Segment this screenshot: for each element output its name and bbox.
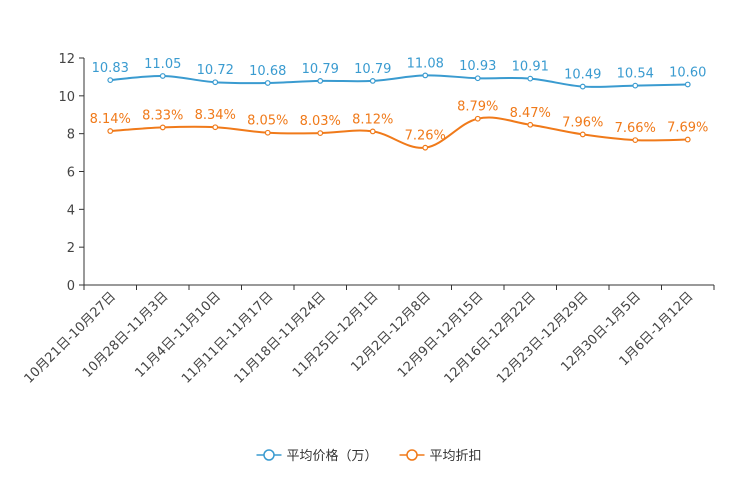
data-point[interactable] xyxy=(107,128,114,134)
data-point[interactable] xyxy=(632,137,639,143)
data-point[interactable] xyxy=(369,128,376,135)
data-label: 10.60 xyxy=(669,65,706,80)
data-label: 8.79% xyxy=(457,100,498,115)
data-label: 8.05% xyxy=(247,114,288,129)
data-label: 11.05 xyxy=(144,57,181,72)
legend-item-1[interactable]: 平均折扣 xyxy=(399,449,482,464)
data-point[interactable] xyxy=(527,75,534,82)
y-tick-label: 2 xyxy=(67,241,75,256)
data-point[interactable] xyxy=(212,124,219,131)
data-point[interactable] xyxy=(527,121,534,128)
data-point[interactable] xyxy=(422,72,429,79)
data-label: 10.72 xyxy=(197,63,234,78)
data-point[interactable] xyxy=(369,77,376,84)
y-tick-label: 6 xyxy=(67,166,75,181)
data-label: 10.79 xyxy=(354,62,391,77)
data-label: 10.91 xyxy=(512,60,549,75)
legend-circle-marker xyxy=(406,449,418,461)
legend-label: 平均价格（万） xyxy=(287,448,378,464)
data-point[interactable] xyxy=(264,80,271,86)
legend-item-0[interactable]: 平均价格（万） xyxy=(256,448,378,464)
data-label: 8.33% xyxy=(142,108,183,123)
legend[interactable]: 平均价格（万） 平均折扣 xyxy=(256,448,482,464)
data-label: 8.47% xyxy=(510,106,551,121)
data-label: 10.83 xyxy=(92,61,129,76)
y-tick-label: 0 xyxy=(67,279,75,294)
data-point[interactable] xyxy=(264,129,271,136)
x-tick-label: 12月16日-12月22日 xyxy=(442,289,539,386)
data-label: 8.34% xyxy=(195,108,236,123)
data-label: 7.66% xyxy=(615,121,656,136)
y-tick-label: 4 xyxy=(67,203,75,218)
data-label: 10.54 xyxy=(617,67,654,82)
data-point[interactable] xyxy=(317,130,324,136)
data-label: 10.68 xyxy=(249,64,286,79)
data-label: 7.69% xyxy=(667,121,708,136)
x-tick-label: 11月11日-11月17日 xyxy=(179,289,276,386)
data-label: 8.03% xyxy=(300,114,341,129)
data-label: 11.08 xyxy=(407,56,444,71)
data-point[interactable] xyxy=(422,144,429,151)
series-lines xyxy=(110,74,688,149)
data-point[interactable] xyxy=(159,124,166,131)
series-line-1 xyxy=(110,116,688,149)
data-label: 8.14% xyxy=(90,112,131,127)
data-label: 10.93 xyxy=(459,59,496,74)
data-point[interactable] xyxy=(212,79,219,86)
data-point[interactable] xyxy=(474,75,481,82)
data-label: 10.49 xyxy=(564,68,601,83)
legend-label: 平均折扣 xyxy=(430,449,482,464)
x-tick-label: 10月21日-10月27日 xyxy=(22,289,119,386)
data-point[interactable] xyxy=(579,83,586,90)
chart-axes xyxy=(83,58,714,286)
y-axis-ticks: 0 2 4 6 8 10 12 xyxy=(58,52,84,294)
legend-circle-marker xyxy=(263,449,275,461)
data-labels: 10.83 11.05 10.72 10.68 10.79 10.79 11.08 10.93… xyxy=(90,56,709,143)
data-label: 7.96% xyxy=(562,115,603,130)
data-label: 10.79 xyxy=(302,62,339,77)
series-line-0 xyxy=(110,74,688,88)
data-point[interactable] xyxy=(317,77,324,84)
y-tick-label: 10 xyxy=(58,90,75,105)
data-point[interactable] xyxy=(632,82,639,89)
data-point[interactable] xyxy=(579,131,586,138)
data-point[interactable] xyxy=(107,77,114,84)
x-tick-label: 11月18日-11月24日 xyxy=(232,289,329,386)
x-tick-label: 12月23日-12月29日 xyxy=(494,289,591,386)
data-point[interactable] xyxy=(684,136,691,143)
series-points xyxy=(107,72,691,151)
data-label: 8.12% xyxy=(352,112,393,127)
x-axis-ticks: 10月21日-10月27日10月28日-11月3日11月4日-11月10日11月… xyxy=(22,285,715,387)
data-point[interactable] xyxy=(159,73,166,79)
y-tick-label: 8 xyxy=(67,128,75,143)
data-point[interactable] xyxy=(474,115,481,122)
data-label: 7.26% xyxy=(405,129,446,144)
data-point[interactable] xyxy=(684,81,691,88)
y-tick-label: 12 xyxy=(58,52,75,67)
